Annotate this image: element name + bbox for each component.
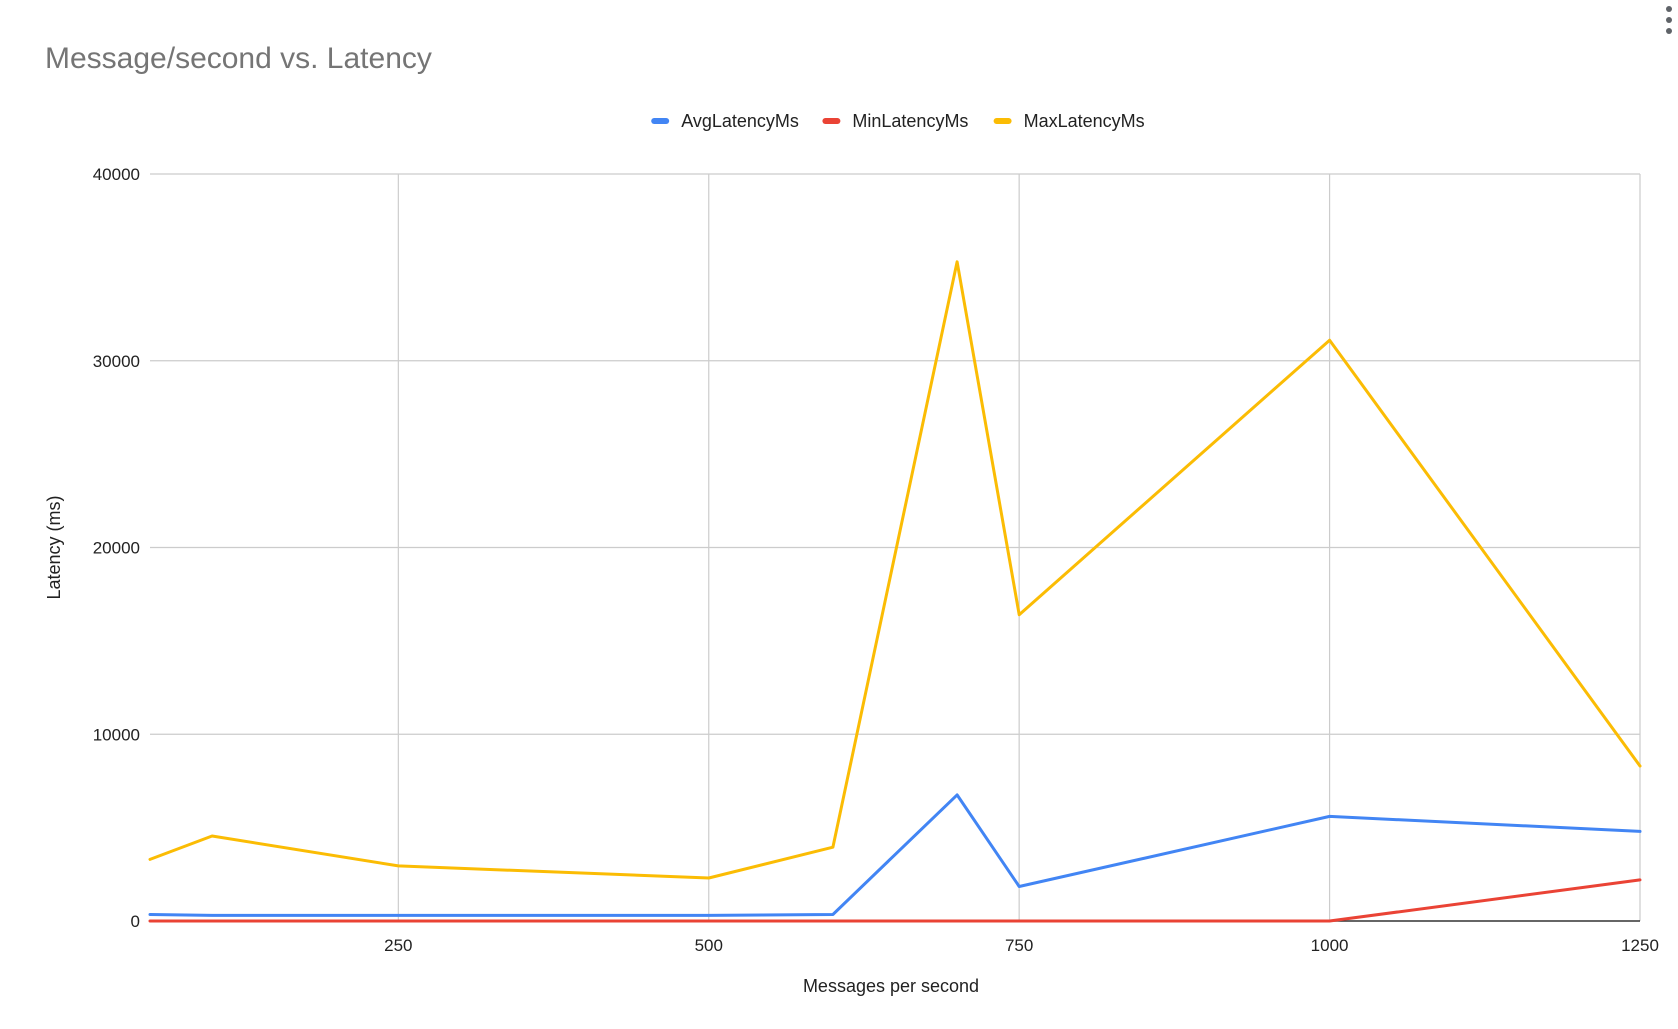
legend-label[interactable]: MinLatencyMs xyxy=(852,111,968,131)
series-line-MinLatencyMs[interactable] xyxy=(148,878,1642,923)
y-tick-label: 20000 xyxy=(93,539,140,558)
menu-dot xyxy=(1666,6,1672,12)
legend-label[interactable]: MaxLatencyMs xyxy=(1024,111,1145,131)
legend-label[interactable]: AvgLatencyMs xyxy=(681,111,799,131)
x-tick-label: 750 xyxy=(1005,936,1033,955)
legend-swatch xyxy=(993,118,1012,124)
y-axis-title: Latency (ms) xyxy=(44,495,64,599)
chart-title: Message/second vs. Latency xyxy=(45,42,432,75)
y-tick-label: 30000 xyxy=(93,352,140,371)
legend-swatch xyxy=(822,118,841,124)
y-tick-label: 0 xyxy=(131,912,140,931)
series-lines xyxy=(148,260,1642,923)
series-line-MaxLatencyMs[interactable] xyxy=(148,260,1642,880)
y-tick-label: 40000 xyxy=(93,165,140,184)
x-tick-label: 500 xyxy=(695,936,723,955)
x-axis-title: Messages per second xyxy=(803,976,979,996)
y-tick-label: 10000 xyxy=(93,725,140,744)
x-tick-label: 1250 xyxy=(1621,936,1659,955)
axes: 0 10000 20000 30000 40000 250 500 750 1000 1250 xyxy=(93,165,1659,955)
x-tick-label: 250 xyxy=(384,936,412,955)
legend[interactable]: AvgLatencyMs MinLatencyMs MaxLatencyMs xyxy=(651,111,1145,131)
series-line-AvgLatencyMs[interactable] xyxy=(148,793,1642,917)
menu-dot xyxy=(1666,17,1672,23)
more-options-icon[interactable] xyxy=(1662,6,1674,36)
x-tick-label: 1000 xyxy=(1311,936,1349,955)
legend-swatch xyxy=(651,118,670,124)
menu-dot xyxy=(1666,28,1672,34)
